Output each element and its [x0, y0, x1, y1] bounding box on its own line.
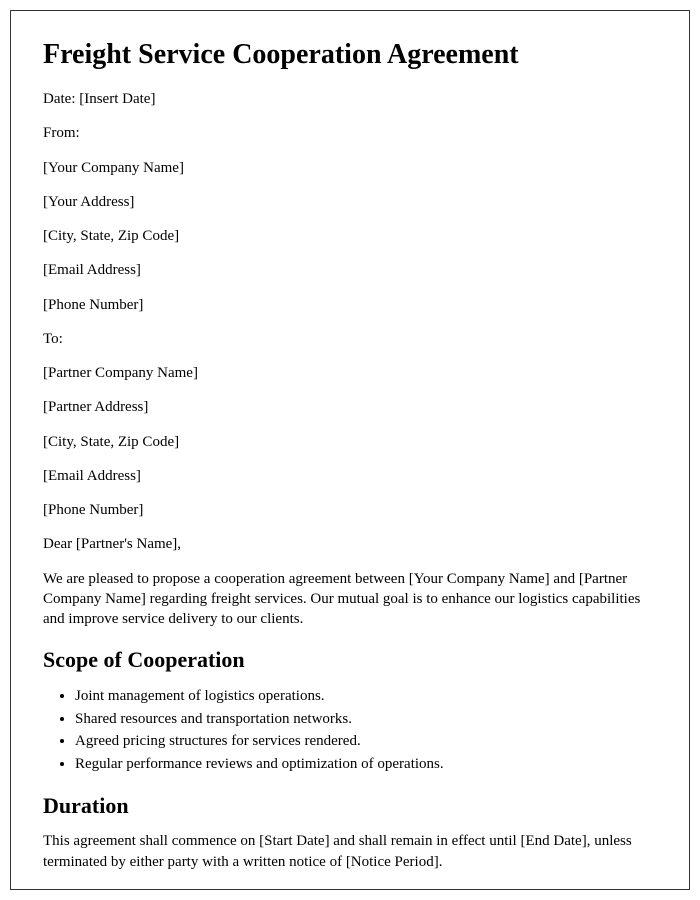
to-phone: [Phone Number] — [43, 500, 657, 520]
to-company: [Partner Company Name] — [43, 363, 657, 383]
list-item: Agreed pricing structures for services r… — [75, 730, 657, 753]
from-label: From: — [43, 123, 657, 143]
document-container: Freight Service Cooperation Agreement Da… — [10, 10, 690, 890]
to-address: [Partner Address] — [43, 397, 657, 417]
from-company: [Your Company Name] — [43, 158, 657, 178]
to-email: [Email Address] — [43, 466, 657, 486]
from-phone: [Phone Number] — [43, 295, 657, 315]
from-address: [Your Address] — [43, 192, 657, 212]
list-item: Joint management of logistics operations… — [75, 685, 657, 708]
to-label: To: — [43, 329, 657, 349]
document-title: Freight Service Cooperation Agreement — [43, 39, 657, 71]
from-email: [Email Address] — [43, 260, 657, 280]
to-city: [City, State, Zip Code] — [43, 432, 657, 452]
intro-paragraph: We are pleased to propose a cooperation … — [43, 569, 657, 630]
list-item: Regular performance reviews and optimiza… — [75, 753, 657, 776]
list-item: Shared resources and transportation netw… — [75, 708, 657, 731]
scope-list: Joint management of logistics operations… — [75, 685, 657, 775]
salutation: Dear [Partner's Name], — [43, 534, 657, 554]
duration-text: This agreement shall commence on [Start … — [43, 831, 657, 872]
from-city: [City, State, Zip Code] — [43, 226, 657, 246]
duration-heading: Duration — [43, 793, 657, 819]
date-line: Date: [Insert Date] — [43, 89, 657, 109]
scope-heading: Scope of Cooperation — [43, 647, 657, 673]
